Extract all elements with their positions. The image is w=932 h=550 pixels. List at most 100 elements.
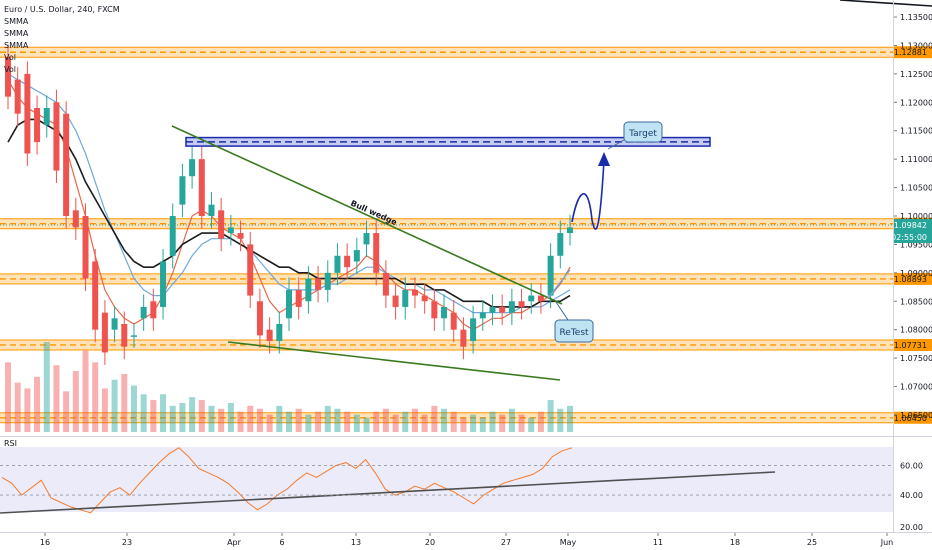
wedge-lower-line[interactable] bbox=[227, 341, 561, 381]
candle-body-44 bbox=[431, 301, 438, 319]
candle-body-18 bbox=[179, 176, 186, 205]
volume-bar-10 bbox=[101, 388, 108, 432]
top-right-trendline[interactable] bbox=[839, 0, 932, 7]
volume-bars bbox=[5, 342, 573, 432]
candle-body-35 bbox=[344, 255, 351, 268]
level-band-0 bbox=[0, 47, 893, 58]
wedge-upper-line[interactable] bbox=[171, 125, 563, 305]
candle-body-27 bbox=[266, 329, 273, 342]
candle-body-38 bbox=[373, 233, 380, 273]
retest-callout[interactable]: ReTest bbox=[554, 301, 594, 343]
rsi-pane: 60.00 40.00 20.00 bbox=[0, 447, 923, 532]
candle-body-40 bbox=[392, 295, 399, 307]
candle-body-57 bbox=[557, 233, 564, 256]
time-tick-label-2: Apr bbox=[227, 538, 242, 547]
rsi-trendline[interactable] bbox=[0, 471, 776, 514]
current-price-label: 1.09842 bbox=[894, 221, 927, 230]
volume-bar-11 bbox=[111, 379, 118, 432]
projection-path[interactable] bbox=[571, 159, 605, 230]
volume-bar-15 bbox=[150, 400, 157, 432]
volume-bar-52 bbox=[508, 408, 515, 432]
level-band-1 bbox=[0, 218, 893, 229]
candle-body-48 bbox=[470, 318, 477, 342]
price-tick-label-5: 1.11000 bbox=[900, 155, 932, 164]
rsi-level-label-1: 40.00 bbox=[900, 491, 923, 500]
volume-bar-17 bbox=[169, 405, 176, 432]
volume-bar-13 bbox=[130, 385, 137, 432]
time-tick-label-1: 23 bbox=[122, 538, 132, 547]
indicator-label-vol-1[interactable]: Vol bbox=[4, 53, 16, 62]
candlesticks bbox=[5, 44, 573, 365]
candle-body-2 bbox=[24, 73, 31, 154]
candle-body-8 bbox=[82, 216, 89, 279]
ma-slow-line bbox=[7, 118, 571, 308]
candle-body-10 bbox=[101, 312, 108, 353]
volume-bar-18 bbox=[179, 402, 186, 432]
target-callout[interactable]: Target bbox=[607, 121, 663, 150]
price-tick-label-4: 1.11500 bbox=[900, 127, 932, 136]
candle-body-13 bbox=[130, 335, 137, 337]
indicator-label-smma-1[interactable]: SMMA bbox=[4, 17, 29, 26]
candle-body-11 bbox=[111, 318, 118, 330]
volume-bar-41 bbox=[402, 411, 409, 432]
candle-body-56 bbox=[547, 255, 554, 296]
volume-bar-50 bbox=[489, 411, 496, 432]
trend-drawings[interactable] bbox=[171, 0, 932, 381]
indicator-label-vol-2[interactable]: Vol bbox=[4, 65, 16, 74]
time-tick-label-11: Jun bbox=[880, 538, 894, 547]
target-callout-box bbox=[623, 121, 663, 143]
candle-body-28 bbox=[276, 324, 283, 342]
volume-bar-35 bbox=[344, 411, 351, 432]
volume-bar-53 bbox=[518, 414, 525, 432]
volume-bar-58 bbox=[567, 405, 573, 432]
candle-body-42 bbox=[411, 289, 418, 296]
price-tick-label-11: 1.08000 bbox=[900, 326, 932, 335]
price-tick-label-7: 1.10000 bbox=[900, 212, 932, 221]
candle-body-39 bbox=[382, 272, 389, 296]
indicator-label-smma-3[interactable]: SMMA bbox=[4, 41, 29, 50]
candle-body-47 bbox=[460, 329, 467, 347]
candle-body-37 bbox=[363, 233, 370, 245]
candle-body-17 bbox=[169, 216, 176, 256]
time-tick-label-8: 11 bbox=[653, 538, 663, 547]
volume-bar-45 bbox=[441, 408, 448, 432]
volume-bar-27 bbox=[266, 414, 273, 432]
volume-bar-6 bbox=[63, 391, 70, 432]
volume-bar-46 bbox=[450, 411, 457, 432]
target-zone[interactable] bbox=[185, 136, 711, 147]
level-band-4 bbox=[0, 412, 893, 423]
volume-bar-29 bbox=[286, 411, 292, 432]
candle-body-31 bbox=[305, 278, 312, 302]
indicator-label-smma-2[interactable]: SMMA bbox=[4, 29, 29, 38]
volume-bar-23 bbox=[227, 402, 234, 432]
time-tick-label-7: May bbox=[560, 538, 577, 547]
candle-body-29 bbox=[286, 289, 292, 319]
candle-body-3 bbox=[34, 108, 41, 143]
retest-callout-pointer bbox=[555, 301, 569, 321]
candle-body-24 bbox=[237, 233, 244, 239]
volume-bar-37 bbox=[363, 417, 370, 432]
candle-body-33 bbox=[324, 272, 331, 290]
candle-body-23 bbox=[227, 227, 234, 234]
candle-body-58 bbox=[567, 227, 573, 234]
candle-body-30 bbox=[295, 289, 302, 307]
volume-bar-43 bbox=[421, 414, 428, 432]
candle-body-53 bbox=[518, 301, 525, 307]
volume-bar-55 bbox=[537, 411, 544, 432]
current-price-badge[interactable] bbox=[894, 218, 932, 243]
candle-body-22 bbox=[218, 210, 225, 239]
rsi-band bbox=[0, 447, 893, 512]
candle-body-45 bbox=[441, 306, 448, 319]
price-tick-label-13: 1.07000 bbox=[900, 383, 932, 392]
time-tick-label-6: 27 bbox=[501, 538, 511, 547]
volume-bar-31 bbox=[305, 414, 312, 432]
price-tick-label-3: 1.12000 bbox=[900, 98, 932, 107]
level-price-label-4: 1.06450 bbox=[894, 414, 927, 423]
volume-bar-5 bbox=[53, 365, 60, 432]
volume-bar-49 bbox=[479, 417, 486, 432]
candle-body-25 bbox=[247, 244, 254, 296]
rsi-label[interactable]: RSI bbox=[4, 439, 17, 448]
current-price-countdown: 02:55:00 bbox=[891, 233, 927, 242]
